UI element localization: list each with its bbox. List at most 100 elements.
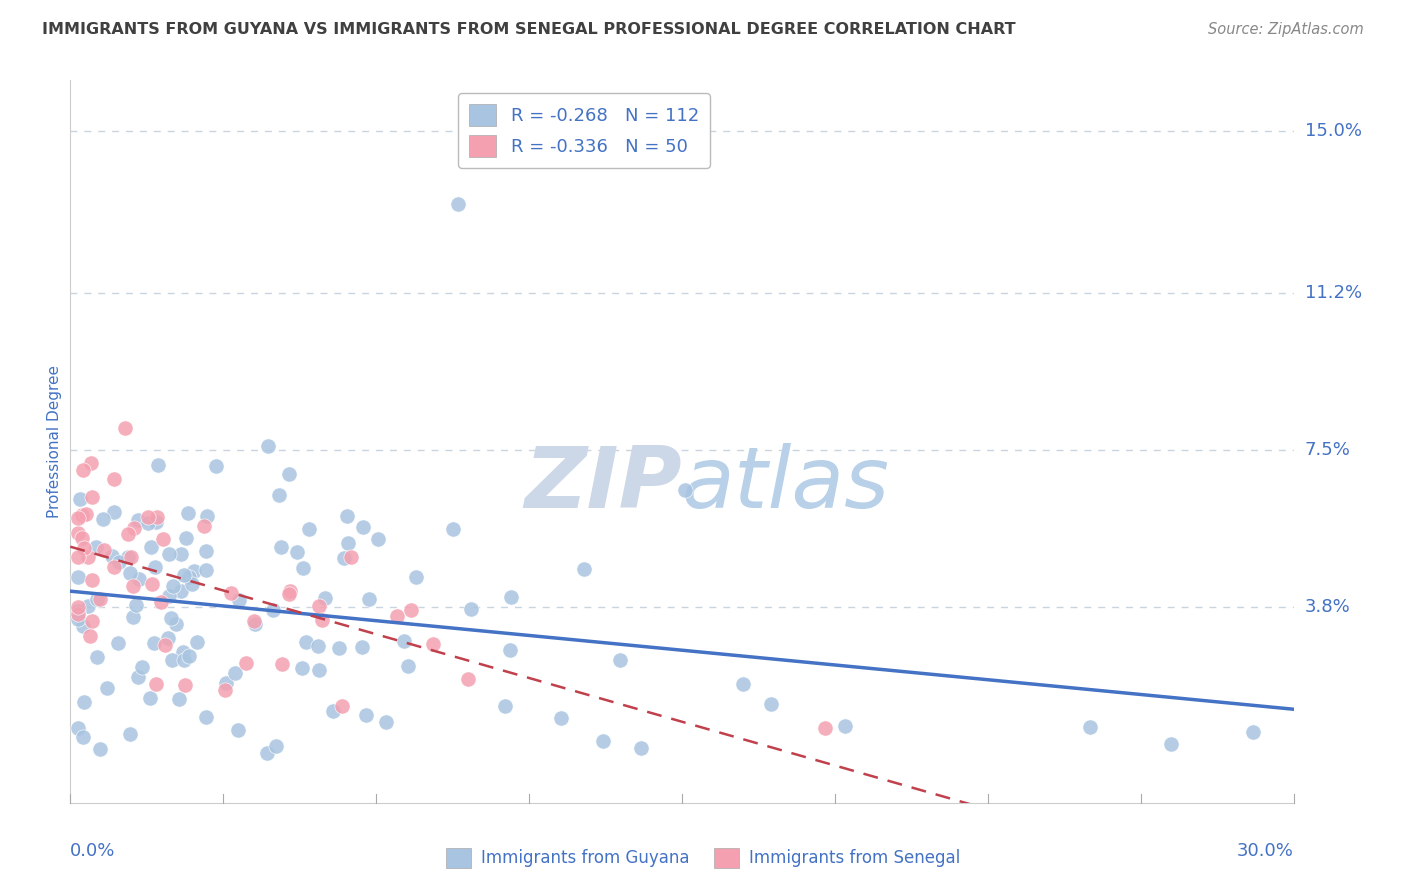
Point — [336, 508, 359, 523]
Point — [150, 595, 173, 609]
Point — [271, 657, 294, 672]
Point — [176, 506, 198, 520]
Point — [75, 507, 97, 521]
Point — [215, 676, 238, 690]
Point — [67, 511, 90, 525]
Point — [340, 549, 363, 564]
Point — [67, 607, 90, 621]
Point — [70, 532, 93, 546]
Point — [127, 670, 149, 684]
Point — [834, 719, 856, 733]
Point — [270, 540, 292, 554]
Point — [67, 600, 90, 615]
Point — [122, 521, 145, 535]
Point — [298, 522, 321, 536]
Point — [96, 681, 118, 695]
Point — [117, 549, 139, 564]
Point — [193, 519, 215, 533]
Point — [195, 508, 218, 523]
Point — [89, 592, 111, 607]
Point — [194, 563, 217, 577]
Point — [267, 488, 290, 502]
Point — [195, 543, 218, 558]
Point — [86, 592, 108, 607]
Point — [337, 535, 360, 549]
Point — [457, 672, 479, 686]
Point — [93, 512, 115, 526]
Point — [1160, 737, 1182, 751]
Point — [673, 483, 696, 497]
Point — [93, 542, 115, 557]
Point — [392, 633, 415, 648]
Point — [160, 611, 183, 625]
Point — [174, 678, 197, 692]
Point — [162, 653, 184, 667]
Point — [173, 568, 195, 582]
Text: 30.0%: 30.0% — [1237, 842, 1294, 860]
Point — [67, 721, 90, 735]
Text: atlas: atlas — [682, 443, 890, 526]
Point — [157, 547, 180, 561]
Point — [228, 723, 250, 738]
Point — [86, 649, 108, 664]
Point — [67, 525, 90, 540]
Point — [165, 616, 187, 631]
Point — [141, 540, 163, 554]
Point — [101, 549, 124, 563]
Point — [501, 591, 523, 605]
Point — [278, 587, 301, 601]
Point — [256, 746, 278, 760]
Point — [172, 645, 194, 659]
Point — [84, 541, 107, 555]
Point — [89, 742, 111, 756]
Point — [333, 550, 356, 565]
Point — [422, 637, 444, 651]
Point — [405, 570, 427, 584]
Point — [157, 631, 180, 645]
Point — [550, 711, 572, 725]
Point — [148, 458, 170, 472]
Point — [277, 467, 299, 481]
Point — [136, 510, 159, 524]
Point — [121, 609, 143, 624]
Point — [69, 491, 91, 506]
Point — [70, 508, 93, 523]
Y-axis label: Professional Degree: Professional Degree — [46, 365, 62, 518]
Point — [152, 533, 174, 547]
Point — [1078, 720, 1101, 734]
Point — [67, 549, 90, 564]
Point — [173, 653, 195, 667]
Point — [278, 584, 301, 599]
Point — [125, 598, 148, 612]
Point — [67, 570, 90, 584]
Point — [314, 591, 336, 605]
Point — [630, 741, 652, 756]
Text: 7.5%: 7.5% — [1305, 441, 1351, 459]
Point — [295, 635, 318, 649]
Point — [322, 704, 344, 718]
Point — [205, 459, 228, 474]
Point — [243, 614, 266, 628]
Point — [145, 677, 167, 691]
Point — [494, 698, 516, 713]
Point — [441, 522, 464, 536]
Point — [107, 636, 129, 650]
Text: 0.0%: 0.0% — [70, 842, 115, 860]
Point — [235, 657, 257, 671]
Point — [77, 550, 100, 565]
Point — [256, 439, 278, 453]
Point — [592, 734, 614, 748]
Point — [73, 695, 96, 709]
Point — [308, 663, 330, 677]
Legend: Immigrants from Guyana, Immigrants from Senegal: Immigrants from Guyana, Immigrants from … — [439, 841, 967, 875]
Point — [67, 611, 90, 625]
Point — [145, 516, 167, 530]
Point — [733, 677, 755, 691]
Point — [128, 572, 150, 586]
Point — [375, 714, 398, 729]
Point — [357, 591, 380, 606]
Text: IMMIGRANTS FROM GUYANA VS IMMIGRANTS FROM SENEGAL PROFESSIONAL DEGREE CORRELATIO: IMMIGRANTS FROM GUYANA VS IMMIGRANTS FRO… — [42, 22, 1015, 37]
Point — [460, 601, 482, 615]
Point — [354, 708, 377, 723]
Point — [103, 559, 125, 574]
